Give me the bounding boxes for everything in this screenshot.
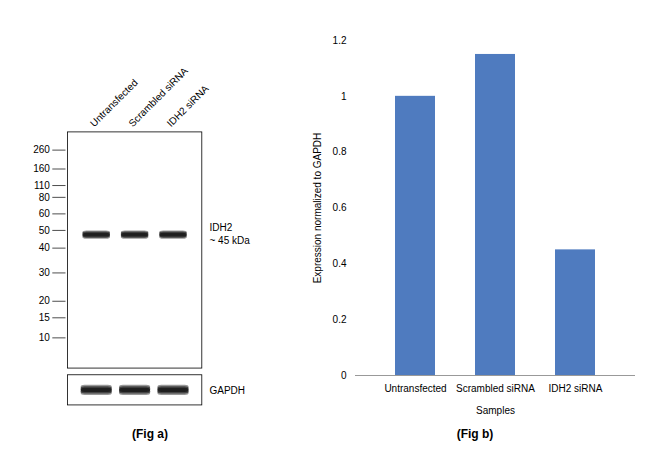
html-text:(Fig b): (Fig b) (456, 427, 494, 441)
svg-text:30: 30 (39, 267, 51, 278)
svg-text:10: 10 (39, 332, 51, 343)
svg-text:0: 0 (341, 370, 347, 381)
svg-text:Untransfected: Untransfected (87, 77, 140, 129)
svg-text:15: 15 (39, 312, 51, 323)
svg-text:Expression normalized to GAPDH: Expression normalized to GAPDH (312, 133, 323, 284)
svg-text:Scrambled siRNA: Scrambled siRNA (126, 65, 190, 129)
svg-text:Scrambled siRNA: Scrambled siRNA (456, 383, 535, 394)
svg-text:260: 260 (33, 144, 50, 155)
svg-text:0.8: 0.8 (333, 146, 347, 157)
svg-text:IDH2 siRNA: IDH2 siRNA (549, 383, 603, 394)
svg-text:IDH2: IDH2 (210, 222, 233, 233)
svg-text:50: 50 (39, 225, 51, 236)
svg-text:1: 1 (341, 91, 347, 102)
svg-text:1.2: 1.2 (333, 35, 347, 46)
svg-text:160: 160 (33, 163, 50, 174)
svg-text:GAPDH: GAPDH (210, 385, 246, 396)
svg-text:40: 40 (39, 242, 51, 253)
svg-text:110: 110 (34, 180, 50, 191)
svg-text:80: 80 (39, 192, 51, 203)
svg-text:Untransfected: Untransfected (384, 383, 446, 394)
svg-text:0.6: 0.6 (333, 202, 347, 213)
svg-text:~ 45 kDa: ~ 45 kDa (210, 235, 251, 246)
svg-text:20: 20 (39, 295, 51, 306)
svg-text:60: 60 (39, 208, 51, 219)
svg-text:IDH2 siRNA: IDH2 siRNA (165, 83, 211, 129)
html-text:(Fig a): (Fig a) (132, 427, 168, 441)
svg-text:Samples: Samples (476, 405, 515, 416)
svg-text:0.4: 0.4 (333, 258, 347, 269)
svg-text:0.2: 0.2 (333, 314, 347, 325)
